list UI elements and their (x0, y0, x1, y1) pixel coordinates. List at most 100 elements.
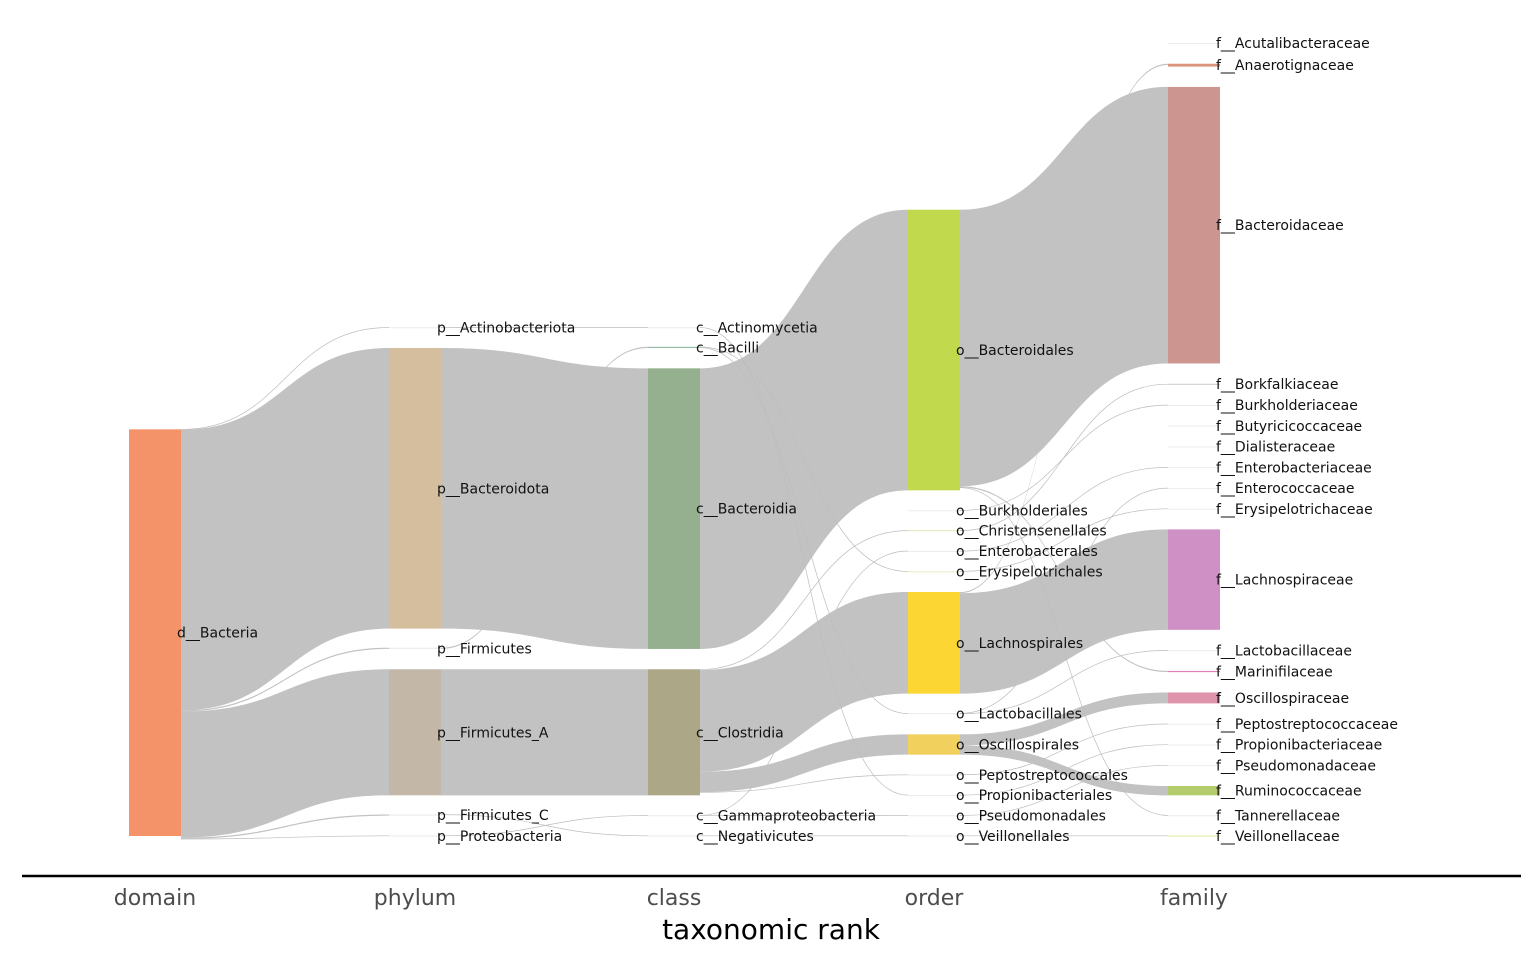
flow-d__Bacteria-to-p__Proteobacteria (180, 835, 390, 840)
node-label: o__Bacteroidales (956, 343, 1074, 359)
flow-c__Clostridia-to-o__Christensenellales (699, 530, 909, 671)
node-f__Veillonellaceae (1168, 835, 1220, 837)
node-label: o__Propionibacteriales (956, 788, 1112, 804)
node-label: o__Oscillospirales (956, 738, 1079, 754)
flow-d__Bacteria-to-p__Firmicutes_A (181, 669, 389, 838)
flow-o__Oscillospirales-to-f__Ruminococcaceae (960, 745, 1168, 796)
node-c__Bacilli (648, 346, 700, 348)
nodes-layer (129, 43, 1220, 837)
node-f__Dialisteraceae (1168, 446, 1220, 448)
flow-c__Actinomycetia-to-o__Propionibacteriales (699, 327, 909, 796)
node-o__Christensenellales (908, 530, 960, 532)
node-label: c__Negativicutes (696, 829, 814, 845)
node-label: f__Oscillospiraceae (1216, 691, 1349, 707)
node-f__Enterobacteriaceae (1168, 467, 1220, 469)
flow-d__Bacteria-to-p__Bacteroidota (181, 348, 389, 711)
node-label: f__Anaerotignaceae (1216, 58, 1354, 74)
node-label: o__Burkholderiales (956, 503, 1088, 519)
node-label: f__Bacteroidaceae (1216, 218, 1344, 234)
flow-o__Bacteroidales-to-f__Tannerellaceae (959, 487, 1169, 816)
node-o__Erysipelotrichales (908, 571, 960, 573)
node-f__Marinifilaceae (1168, 670, 1220, 673)
x-tick-label-order: order (905, 886, 965, 911)
node-o__Lachnospirales (908, 592, 960, 694)
node-label: c__Bacteroidia (696, 502, 797, 518)
node-c__Negativicutes (648, 835, 700, 837)
node-label: p__Firmicutes_C (437, 808, 549, 824)
flow-d__Bacteria-to-p__Firmicutes_C (181, 814, 389, 839)
x-axis-ticks: domain phylum class order family (114, 886, 1228, 911)
node-f__Bacteroidaceae (1168, 86, 1220, 364)
flow-o__Erysipelotrichales-to-f__Erysipelotrichaceae (959, 508, 1169, 572)
x-tick-label-phylum: phylum (374, 886, 456, 911)
node-o__Pseudomonadales (908, 815, 960, 817)
node-o__Enterobacterales (908, 550, 960, 552)
flow-d__Bacteria-to-p__Actinobacteriota (180, 327, 390, 430)
flow-p__Firmicutes_C-to-c__Negativicutes (440, 814, 649, 837)
node-c__Actinomycetia (648, 327, 700, 329)
node-f__Oscillospiraceae (1168, 692, 1220, 704)
node-label: c__Bacilli (696, 340, 759, 356)
node-label: f__Propionibacteriaceae (1216, 738, 1382, 754)
node-p__Proteobacteria (389, 835, 441, 837)
node-label: d__Bacteria (177, 626, 258, 642)
node-f__Lachnospiraceae (1168, 529, 1220, 630)
node-f__Burkholderiaceae (1168, 404, 1220, 406)
node-label: o__Pseudomonadales (956, 808, 1106, 824)
flow-c__Bacilli-to-o__Erysipelotrichales (699, 346, 909, 572)
node-label: p__Actinobacteriota (437, 320, 575, 336)
node-f__Peptostreptococcaceae (1168, 723, 1220, 725)
node-label: f__Dialisteraceae (1216, 440, 1335, 456)
node-label: f__Pseudomonadaceae (1216, 758, 1376, 774)
node-o__Lactobacillales (908, 713, 960, 715)
node-o__Peptostreptococcales (908, 774, 960, 776)
flow-o__Lachnospirales-to-f__Lachnospiraceae (960, 529, 1168, 694)
node-label: f__Veillonellaceae (1216, 829, 1340, 845)
labels-layer: d__Bacteria p__Proteobacteria p__Firmicute… (177, 36, 1398, 845)
node-label: f__Marinifilaceae (1216, 665, 1333, 681)
node-label: f__Enterobacteriaceae (1216, 460, 1372, 476)
flow-p__Firmicutes_A-to-c__Clostridia (441, 669, 648, 796)
node-label: f__Lactobacillaceae (1216, 643, 1352, 659)
node-f__Tannerellaceae (1168, 815, 1220, 817)
node-label: p__Firmicutes_A (437, 725, 549, 741)
flow-c__Clostridia-to-o__Lachnospirales (700, 592, 908, 772)
node-o__Oscillospirales (908, 734, 960, 755)
node-p__Actinobacteriota (389, 327, 441, 329)
flow-c__Bacilli-to-o__Lactobacillales (699, 347, 909, 714)
node-o__Propionibacteriales (908, 794, 960, 796)
node-p__Firmicutes_A (389, 669, 441, 796)
node-o__Veillonellales (908, 835, 960, 837)
node-f__Ruminococcaceae (1168, 785, 1220, 796)
node-label: o__Peptostreptococcales (956, 768, 1128, 784)
node-c__Gammaproteobacteria (648, 815, 700, 817)
node-c__Clostridia (648, 669, 700, 796)
node-p__Firmicutes (389, 647, 441, 649)
flow-o__Bacteroidales-to-f__Bacteroidaceae (960, 86, 1168, 487)
x-axis-title: taxonomic rank (662, 913, 881, 946)
node-f__Anaerotignaceae (1168, 63, 1220, 67)
node-label: c__Actinomycetia (696, 320, 818, 336)
node-f__Lactobacillaceae (1168, 650, 1220, 652)
node-label: f__Burkholderiaceae (1216, 398, 1358, 414)
node-o__Bacteroidales (908, 209, 960, 491)
x-tick-label-family: family (1160, 886, 1228, 911)
node-label: f__Erysipelotrichaceae (1216, 502, 1373, 518)
node-label: c__Gammaproteobacteria (696, 808, 876, 824)
flow-c__Clostridia-to-o__Oscillospirales (700, 734, 908, 793)
node-f__Butyricicoccaceae (1168, 425, 1220, 427)
links-layer (180, 63, 1169, 840)
flow-p__Proteobacteria-to-c__Gammaproteobacteria (440, 815, 649, 837)
x-tick-label-domain: domain (114, 886, 196, 911)
node-f__Borkfalkiaceae (1168, 383, 1220, 385)
node-d__Bacteria (129, 429, 181, 836)
node-p__Bacteroidota (389, 348, 441, 629)
flow-o__Peptostreptococcales-to-f__Peptostreptococcaceae (959, 723, 1169, 776)
flow-c__Clostridia-to-o__Peptostreptococcales (699, 774, 909, 793)
node-label: f__Ruminococcaceae (1216, 784, 1362, 800)
node-label: p__Firmicutes (437, 641, 532, 657)
node-label: f__Peptostreptococcaceae (1216, 717, 1398, 733)
flow-d__Bacteria-to-p__Firmicutes (181, 647, 389, 712)
flow-o__Pseudomonadales-to-f__Pseudomonadaceae (959, 765, 1169, 816)
